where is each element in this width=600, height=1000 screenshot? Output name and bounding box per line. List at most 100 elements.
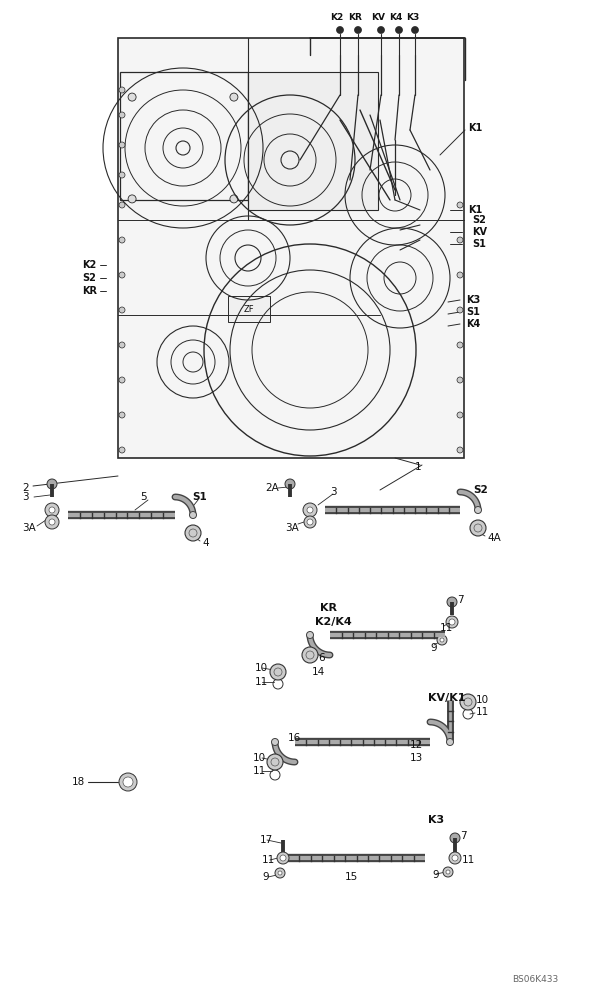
Text: S2: S2 [472, 215, 486, 225]
Text: K2: K2 [331, 13, 344, 22]
Text: 11: 11 [440, 623, 453, 633]
Circle shape [45, 503, 59, 517]
Circle shape [49, 507, 55, 513]
Text: 18: 18 [72, 777, 85, 787]
Text: K2/K4: K2/K4 [315, 617, 352, 627]
Text: KR: KR [348, 13, 362, 22]
Text: KR: KR [82, 286, 97, 296]
Circle shape [277, 852, 289, 864]
Circle shape [457, 412, 463, 418]
Circle shape [437, 635, 447, 645]
Circle shape [457, 447, 463, 453]
Circle shape [271, 738, 278, 746]
Circle shape [443, 867, 453, 877]
Text: S1: S1 [472, 239, 486, 249]
Text: K3: K3 [406, 13, 419, 22]
Circle shape [185, 525, 201, 541]
Circle shape [470, 520, 486, 536]
Text: 9: 9 [432, 870, 439, 880]
Circle shape [457, 377, 463, 383]
Circle shape [457, 272, 463, 278]
Text: KR: KR [320, 603, 337, 613]
Circle shape [119, 202, 125, 208]
Text: 7: 7 [457, 595, 464, 605]
Circle shape [452, 855, 458, 861]
Circle shape [446, 738, 454, 746]
Text: K2: K2 [82, 260, 96, 270]
Circle shape [377, 26, 385, 33]
Text: 4A: 4A [487, 533, 501, 543]
Text: 11: 11 [255, 677, 268, 687]
Circle shape [440, 638, 444, 642]
Text: 11: 11 [462, 855, 475, 865]
Circle shape [280, 855, 286, 861]
Circle shape [412, 26, 419, 33]
Circle shape [457, 237, 463, 243]
Bar [118, 38, 464, 458]
Circle shape [123, 777, 133, 787]
Circle shape [119, 87, 125, 93]
Circle shape [460, 694, 476, 710]
Text: 3A: 3A [285, 523, 299, 533]
Circle shape [307, 507, 313, 513]
Circle shape [446, 616, 458, 628]
Circle shape [128, 195, 136, 203]
Text: 11: 11 [476, 707, 489, 717]
Circle shape [449, 619, 455, 625]
Circle shape [270, 664, 286, 680]
Text: 10: 10 [476, 695, 489, 705]
Text: 3: 3 [22, 492, 29, 502]
Text: 3: 3 [330, 487, 337, 497]
Circle shape [285, 479, 295, 489]
Circle shape [119, 172, 125, 178]
Circle shape [302, 647, 318, 663]
Circle shape [128, 93, 136, 101]
Circle shape [449, 852, 461, 864]
Text: 6: 6 [318, 653, 325, 663]
Text: 13: 13 [410, 753, 423, 763]
Text: K4: K4 [389, 13, 403, 22]
Circle shape [119, 377, 125, 383]
Circle shape [49, 519, 55, 525]
Text: KV/K1: KV/K1 [428, 693, 466, 703]
Circle shape [119, 307, 125, 313]
Circle shape [119, 112, 125, 118]
Circle shape [267, 754, 283, 770]
Circle shape [230, 195, 238, 203]
Text: 17: 17 [260, 835, 273, 845]
Text: 10: 10 [255, 663, 268, 673]
Bar [228, 296, 270, 322]
Text: 2: 2 [22, 483, 29, 493]
Text: 15: 15 [345, 872, 358, 882]
Circle shape [337, 26, 343, 33]
Text: S2: S2 [82, 273, 96, 283]
Circle shape [119, 412, 125, 418]
Text: 5: 5 [140, 492, 146, 502]
Text: 3A: 3A [22, 523, 36, 533]
Text: 11: 11 [262, 855, 275, 865]
Circle shape [119, 342, 125, 348]
Text: 14: 14 [312, 667, 325, 677]
Text: 7: 7 [460, 831, 467, 841]
Text: K4: K4 [466, 319, 480, 329]
Circle shape [45, 515, 59, 529]
Circle shape [230, 93, 238, 101]
Text: BS06K433: BS06K433 [512, 976, 558, 984]
Text: S1: S1 [192, 492, 207, 502]
Circle shape [119, 237, 125, 243]
Circle shape [119, 272, 125, 278]
Circle shape [304, 516, 316, 528]
Text: 10: 10 [253, 753, 266, 763]
Circle shape [457, 202, 463, 208]
Circle shape [307, 519, 313, 525]
Circle shape [303, 503, 317, 517]
Text: KV: KV [472, 227, 487, 237]
Text: S2: S2 [473, 485, 488, 495]
Circle shape [119, 447, 125, 453]
Text: K1: K1 [468, 123, 482, 133]
Text: 4: 4 [202, 538, 209, 548]
Circle shape [475, 506, 482, 514]
Circle shape [447, 597, 457, 607]
Circle shape [457, 307, 463, 313]
Text: 9: 9 [262, 872, 269, 882]
